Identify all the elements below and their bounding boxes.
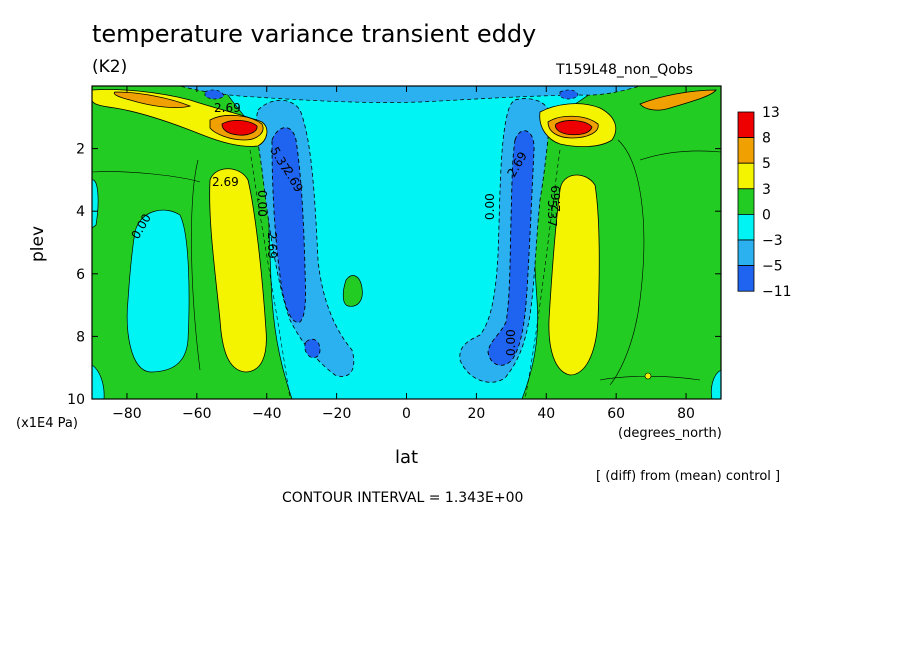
- contour-line-right-0: [639, 150, 721, 161]
- left-cyan-blob: [126, 209, 190, 373]
- axis-ticks: −80 −60 −40 −20 0 20 40 60 80 2 4 6 8 10: [67, 86, 721, 422]
- contour-label: 0.00: [483, 193, 497, 220]
- right-yellow-lower: [548, 174, 600, 376]
- y-tick-label: 6: [76, 267, 85, 283]
- contour-dash-left: [249, 149, 291, 399]
- y-tick-label: 10: [67, 392, 85, 408]
- right-deep-blue-core: [487, 130, 535, 366]
- colorbar-label: 3: [762, 182, 771, 198]
- x-axis-label: lat: [395, 447, 419, 468]
- x-tick-label: 80: [677, 406, 695, 422]
- x-tick-label: 60: [607, 406, 625, 422]
- left-blue-pocket: [304, 338, 321, 359]
- x-tick-label: 20: [467, 406, 485, 422]
- x-tick-label: −40: [252, 406, 282, 422]
- colorbar-label: −11: [762, 284, 792, 300]
- colorbar-swatch: [737, 111, 755, 139]
- x-tick-label: −60: [182, 406, 212, 422]
- colorbar-label: −3: [762, 233, 783, 249]
- x-tick-label: 0: [402, 406, 411, 422]
- contour-interval: CONTOUR INTERVAL = 1.343E+00: [282, 490, 524, 506]
- colorbar: 13 8 5 3 0 −3 −5 −11: [737, 105, 792, 300]
- contour-label: 2.69: [265, 232, 279, 259]
- y-tick-label: 4: [76, 204, 85, 220]
- colorbar-swatch: [737, 239, 755, 267]
- contour-label: 0.00: [504, 329, 518, 356]
- colorbar-swatch: [737, 137, 755, 164]
- contour-line-right-b: [599, 375, 701, 381]
- left-edge-cyan: [92, 179, 99, 229]
- right-orange-top: [639, 89, 717, 111]
- contour-label: 0.00: [255, 190, 269, 217]
- contour-line-left-0: [92, 171, 201, 183]
- chart-title: temperature variance transient eddy: [92, 20, 537, 48]
- contour-line-left-c: [191, 159, 201, 371]
- left-deep-blue-core: [271, 127, 306, 323]
- run-label: T159L48_non_Qobs: [556, 62, 693, 78]
- right-red-max: [555, 120, 593, 136]
- left-yellow-lower: [209, 168, 267, 373]
- colorbar-label: 8: [762, 131, 771, 147]
- y-axis-unit: (x1E4 Pa): [16, 416, 78, 431]
- colorbar-label: 13: [762, 105, 780, 121]
- contour-label: 2.69: [212, 175, 239, 189]
- x-tick-label: −20: [322, 406, 352, 422]
- colorbar-swatch: [737, 265, 755, 292]
- colorbar-label: 5: [762, 156, 771, 172]
- left-orange-upper: [113, 91, 192, 108]
- contour-dash-right: [524, 149, 561, 399]
- contour-label: 5.37: [545, 200, 559, 227]
- x-axis-unit: (degrees_north): [618, 426, 722, 441]
- contour-label: 2.69: [549, 185, 563, 212]
- colorbar-label: −5: [762, 259, 783, 275]
- colorbar-swatch: [737, 162, 755, 190]
- contour-label: 2.69: [214, 101, 241, 115]
- top-blue-blob-right: [559, 89, 579, 100]
- x-tick-label: 40: [537, 406, 555, 422]
- left-red-max: [221, 120, 258, 136]
- right-corner-cyan: [710, 369, 721, 399]
- central-green-island: [342, 275, 363, 307]
- contour-line-right-c: [609, 139, 645, 386]
- y-tick-label: 2: [76, 142, 85, 158]
- top-blue-blob-left: [204, 89, 225, 100]
- small-contour-ring: [644, 372, 652, 380]
- x-tick-label: −80: [112, 406, 142, 422]
- colorbar-swatch: [737, 213, 755, 241]
- units-label: (K2): [92, 57, 128, 77]
- left-corner-cyan: [92, 364, 105, 399]
- diff-note: [ (diff) from (mean) control ]: [596, 469, 781, 484]
- contour-labels: 2.692.690.005.370.002.692.690.00 5.372.69…: [128, 101, 563, 356]
- colorbar-label: 0: [762, 207, 771, 223]
- top-strip-blue: [179, 86, 641, 103]
- y-tick-label: 8: [76, 329, 85, 345]
- filled-contours: [92, 86, 721, 399]
- colorbar-swatch: [737, 188, 755, 215]
